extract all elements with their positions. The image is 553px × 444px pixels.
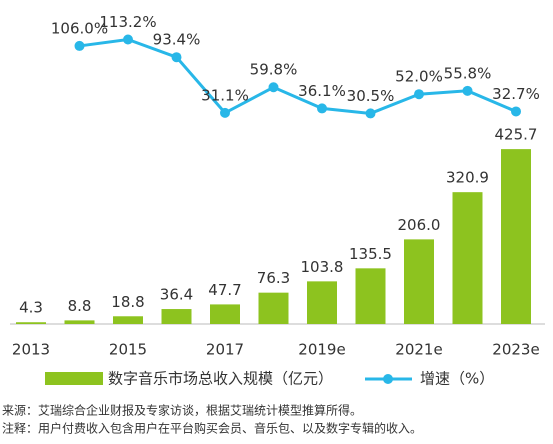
legend-label: 数字音乐市场总收入规模（亿元） xyxy=(108,370,333,388)
legend-swatch xyxy=(383,374,393,384)
growth-point xyxy=(511,106,521,117)
growth-value-label: 30.5% xyxy=(347,87,395,105)
growth-value-label: 113.2% xyxy=(99,13,156,31)
growth-point xyxy=(462,85,473,96)
bar xyxy=(307,281,337,324)
growth-value-label: 55.8% xyxy=(444,64,492,82)
growth-point xyxy=(365,108,376,119)
growth-point xyxy=(171,52,182,63)
bar-value-label: 320.9 xyxy=(446,169,489,187)
x-tick-label: 2013 xyxy=(12,341,50,359)
bar-value-label: 135.5 xyxy=(349,245,392,263)
growth-point xyxy=(74,40,85,51)
growth-point xyxy=(317,103,327,114)
growth-value-label: 32.7% xyxy=(492,85,540,103)
growth-point xyxy=(414,89,424,100)
bar-value-label: 76.3 xyxy=(257,269,290,287)
growth-value-label: 59.8% xyxy=(250,61,298,79)
bar xyxy=(404,239,434,324)
source-note: 来源：艾瑞综合企业财报及专家访谈，根据艾瑞统计模型推算所得。 xyxy=(2,403,362,418)
bar-value-label: 18.8 xyxy=(111,293,144,311)
bar xyxy=(210,304,240,324)
x-tick-label: 2015 xyxy=(109,341,147,359)
x-tick-label: 2023e xyxy=(492,341,539,359)
x-tick-label: 2017 xyxy=(206,341,244,359)
footnote: 注释：用户付费收入包含用户在平台购买会员、音乐包、以及数字专辑的收入。 xyxy=(2,421,422,436)
growth-value-label: 31.1% xyxy=(201,86,249,104)
bar-value-label: 8.8 xyxy=(68,297,92,315)
bar-value-label: 206.0 xyxy=(398,216,441,234)
bar xyxy=(64,320,95,324)
growth-value-label: 52.0% xyxy=(395,68,443,86)
growth-value-label: 93.4% xyxy=(153,31,201,49)
bar xyxy=(113,316,143,324)
growth-point xyxy=(123,34,133,45)
bar-value-label: 425.7 xyxy=(495,126,538,144)
bar xyxy=(452,192,483,324)
bar-value-label: 4.3 xyxy=(19,299,43,317)
x-tick-label: 2021e xyxy=(395,341,442,359)
bar-value-label: 103.8 xyxy=(301,258,344,276)
legend-swatch xyxy=(45,372,103,385)
growth-point xyxy=(220,107,230,118)
growth-point xyxy=(268,82,279,93)
bar xyxy=(355,268,386,324)
bar xyxy=(501,149,531,324)
x-tick-label: 2019e xyxy=(298,341,345,359)
bar xyxy=(16,322,46,324)
bar xyxy=(161,309,192,324)
bar xyxy=(258,292,289,324)
growth-value-label: 106.0% xyxy=(51,19,108,37)
bar-value-label: 36.4 xyxy=(160,286,193,304)
growth-line xyxy=(79,37,517,115)
growth-value-label: 36.1% xyxy=(298,82,346,100)
bar-value-label: 47.7 xyxy=(208,281,241,299)
legend-label: 增速（%） xyxy=(420,370,494,388)
